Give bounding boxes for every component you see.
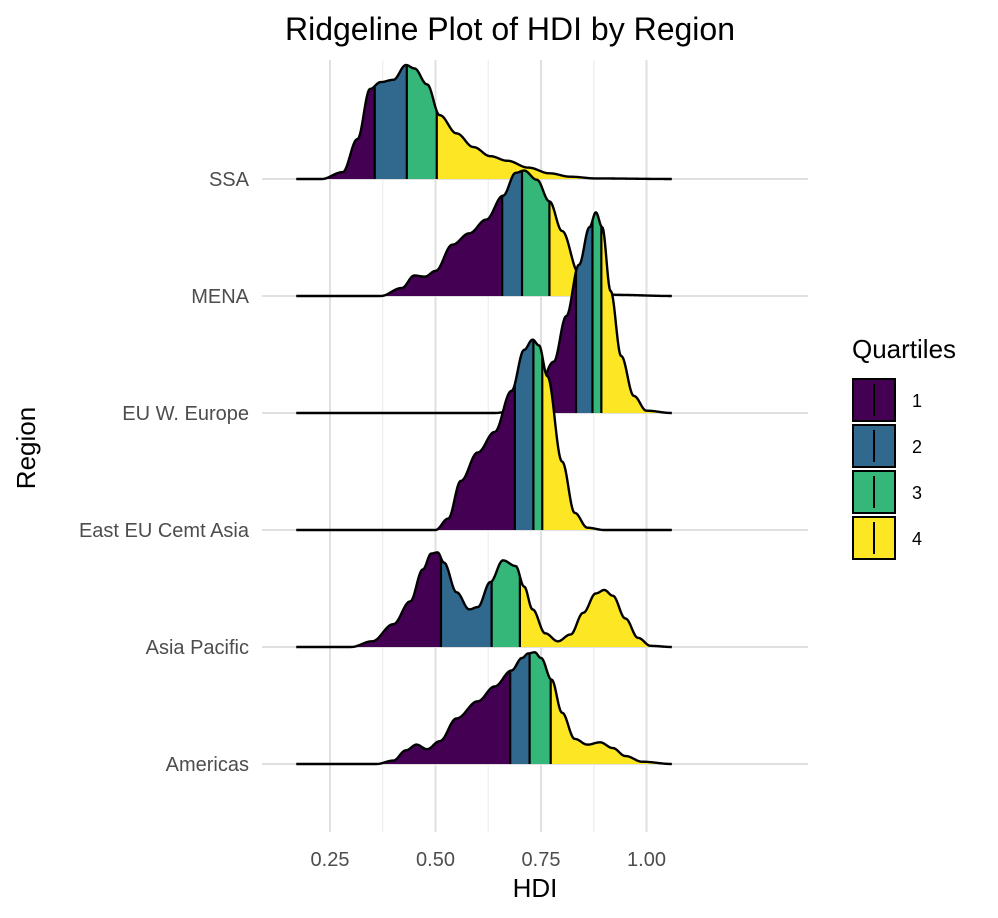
y-tick-label: Americas [166,754,249,776]
y-tick-label: East EU Cemt Asia [79,520,250,542]
quartile-3-area [522,170,550,296]
quartile-3-area [529,652,551,764]
quartile-3-area [491,560,520,647]
quartile-3-area [406,65,437,179]
legend-title: Quartiles [852,334,956,364]
quartile-1-area [296,86,375,179]
ridge-asia-pacific [295,551,673,649]
ridges [295,63,673,766]
quartile-4-area [542,355,672,530]
x-axis-title: HDI [513,873,558,903]
quartile-2-area [576,220,593,413]
x-tick-label: 0.50 [416,849,455,871]
quartile-1-area [296,670,511,764]
quartile-4-area [436,111,672,179]
quartile-4-area [550,679,672,764]
ridge-mena [295,169,673,298]
quartile-1-area [296,552,441,647]
x-tick-labels: 0.25 0.50 0.75 1.00 [311,849,666,871]
legend-label: 2 [912,437,922,457]
quartile-2-area [440,558,492,647]
legend-label: 1 [912,391,922,411]
ridge-americas [295,651,673,766]
ridge-east-eu-cemt-asia [295,338,673,532]
y-tick-label: Asia Pacific [146,637,249,659]
y-tick-label: EU W. Europe [122,403,249,425]
chart-title: Ridgeline Plot of HDI by Region [285,11,735,47]
y-tick-label: SSA [209,169,250,191]
ridge-ssa [295,63,673,181]
x-tick-label: 1.00 [627,849,666,871]
quartile-3-area [592,212,602,413]
y-axis-title: Region [11,407,41,489]
legend: Quartiles 1 2 3 4 [852,334,956,560]
quartile-2-area [502,170,523,296]
quartile-2-area [514,339,534,530]
legend-label: 3 [912,483,922,503]
x-tick-label: 0.25 [311,849,350,871]
quartile-1-area [296,195,503,296]
quartile-4-area [519,576,672,647]
x-tick-label: 0.75 [522,849,561,871]
quartile-2-area [510,653,530,764]
quartile-1-area [296,384,515,530]
quartile-2-area [374,65,407,179]
quartile-3-area [533,339,543,530]
legend-label: 4 [912,529,922,549]
ridge-outline [295,651,673,766]
ridge-outline [295,211,673,415]
ridge-outline [295,63,673,181]
quartile-4-area [549,201,672,296]
quartile-4-area [601,226,672,413]
y-tick-labels: Americas Asia Pacific East EU Cemt Asia EU … [79,169,250,776]
ridge-outline [295,551,673,649]
y-tick-label: MENA [191,286,249,308]
ridge-outline [295,338,673,532]
